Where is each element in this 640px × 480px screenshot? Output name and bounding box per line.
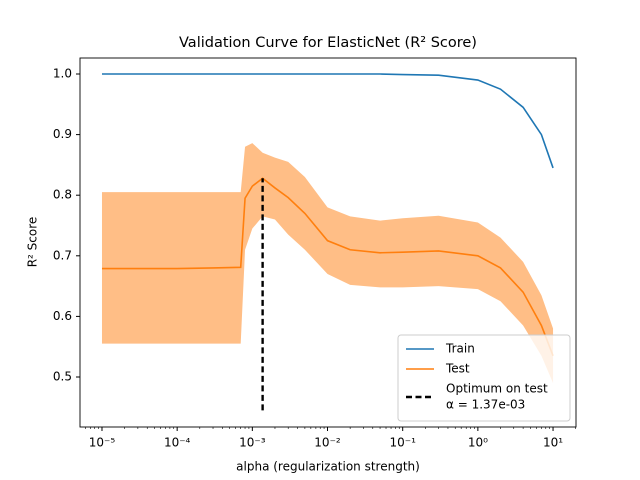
legend-label: Train (445, 342, 475, 356)
legend-label: Optimum on test (446, 382, 548, 396)
legend-label: α = 1.37e-03 (446, 398, 525, 412)
x-tick-label: 10⁻² (314, 436, 341, 450)
legend-label: Test (445, 362, 470, 376)
y-tick-label: 0.6 (53, 309, 72, 323)
line (101, 73, 554, 169)
y-tick-label: 0.9 (53, 127, 72, 141)
x-tick-label: 10¹ (543, 436, 563, 450)
y-tick-label: 0.8 (53, 188, 72, 202)
y-tick-label: 0.5 (53, 370, 72, 384)
y-axis-label: R² Score (26, 217, 40, 268)
x-axis-label: alpha (regularization strength) (236, 460, 420, 474)
x-tick-label: 10⁰ (468, 436, 488, 450)
chart-title: Validation Curve for ElasticNet (R² Scor… (179, 35, 477, 51)
legend-box (397, 334, 571, 422)
band (101, 143, 554, 384)
y-tick-label: 1.0 (53, 66, 72, 80)
x-tick-label: 10⁻¹ (389, 436, 416, 450)
line (101, 177, 554, 357)
x-tick-label: 10⁻⁴ (164, 436, 191, 450)
x-tick-label: 10⁻³ (239, 436, 266, 450)
x-tick-label: 10⁻⁵ (89, 436, 116, 450)
y-tick-label: 0.7 (53, 248, 72, 262)
